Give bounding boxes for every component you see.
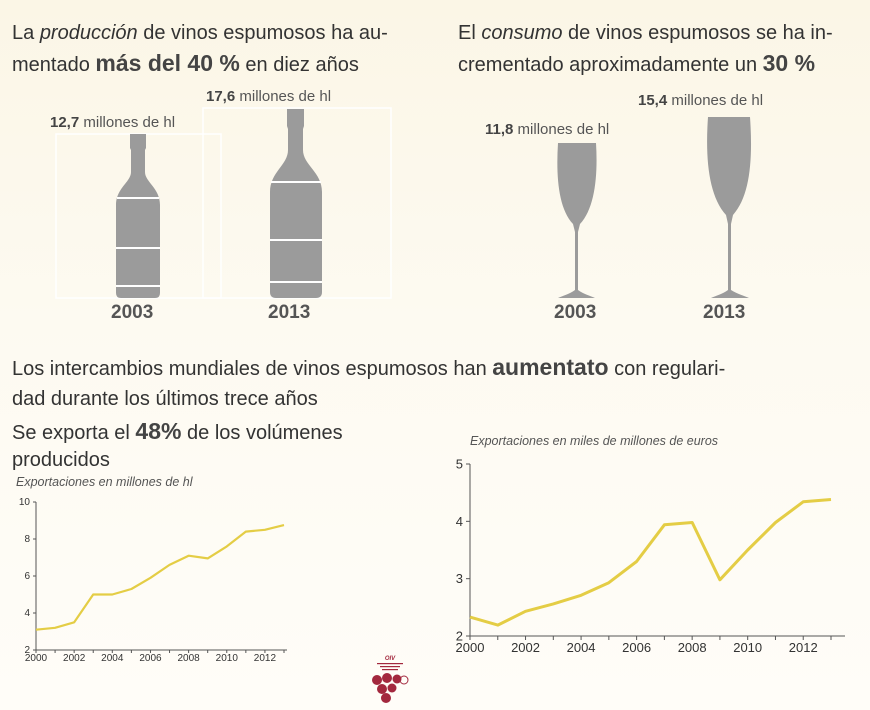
production-2003-volume-label: 12,7 millones de hl — [50, 114, 176, 131]
y-tick-label: 5 — [456, 457, 463, 472]
production-year-2003: 2003 — [111, 302, 154, 323]
y-tick-label: 6 — [24, 571, 30, 582]
chart-volume-title: Exportaciones en millones de hl — [16, 475, 193, 489]
production-2013-volume-label: 17,6 millones de hl — [206, 88, 332, 105]
y-tick-label: 8 — [24, 534, 30, 545]
export-value-series-line — [469, 498, 832, 627]
production-year-2013: 2013 — [268, 302, 311, 323]
consumption-year-2003: 2003 — [554, 302, 597, 323]
exchanges-highlight: aumentato — [492, 354, 609, 380]
oiv-logo: OIV — [372, 656, 409, 703]
x-tick-label: 2010 — [733, 640, 762, 655]
consumption-heading-line1: El consumo de vinos espumosos se ha in- — [458, 22, 833, 44]
bottle-2003-icon — [116, 134, 160, 298]
consumption-heading: El consumo de vinos espumosos se ha in- … — [458, 18, 868, 80]
x-tick-label: 2008 — [177, 653, 200, 664]
x-tick-label: 2002 — [511, 640, 540, 655]
x-tick-label: 2000 — [456, 640, 485, 655]
export-share-heading: Se exporta el 48% de los volúmenes produ… — [12, 418, 432, 474]
exchanges-heading-line1: Los intercambios mundiales de vinos espu… — [12, 354, 726, 380]
bottle-2013-icon — [270, 109, 322, 298]
x-tick-label: 2000 — [25, 653, 48, 664]
consumption-2013-volume-label: 15,4 millones de hl — [638, 92, 764, 109]
svg-text:OIV: OIV — [385, 656, 396, 662]
consumption-highlight: 30 % — [762, 50, 816, 76]
y-tick-label: 3 — [456, 571, 463, 586]
chart-value-title: Exportaciones en miles de millones de eu… — [470, 434, 719, 448]
export-volume-line-chart: 2 4 6 8 10 2000 2002 2004 2006 2008 2010 2012 — [19, 497, 287, 664]
x-tick-label: 2012 — [789, 640, 818, 655]
exchanges-heading: Los intercambios mundiales de vinos espu… — [12, 352, 862, 414]
x-tick-label: 2012 — [254, 653, 277, 664]
export-share-highlight: 48% — [135, 418, 182, 444]
glass-2003-icon — [557, 143, 597, 298]
x-tick-label: 2006 — [622, 640, 651, 655]
glass-2013-icon — [707, 117, 752, 298]
consumption-heading-line2: crementado aproximadamente un 30 % — [458, 50, 816, 76]
y-tick-label: 4 — [24, 608, 30, 619]
consumption-year-2013: 2013 — [703, 302, 746, 323]
production-heading-line1: La producción de vinos espumosos ha au- — [12, 22, 388, 44]
production-highlight: más del 40 % — [95, 50, 240, 76]
export-share-line1: Se exporta el 48% de los volúmenes — [12, 418, 343, 444]
y-tick-label: 10 — [19, 497, 31, 508]
production-heading-line2: mentado más del 40 % en diez años — [12, 50, 359, 76]
y-tick-label: 2 — [24, 645, 30, 656]
production-heading: La producción de vinos espumosos ha au- … — [12, 18, 442, 80]
export-share-line2: producidos — [12, 449, 110, 471]
x-tick-label: 2008 — [678, 640, 707, 655]
export-value-line-chart: 2 3 4 5 2000 2002 2004 2006 2008 2010 2012 — [456, 457, 845, 655]
y-tick-label: 2 — [456, 629, 463, 644]
x-tick-label: 2006 — [139, 653, 162, 664]
x-tick-label: 2002 — [63, 653, 86, 664]
consumption-glasses-graphic — [557, 117, 752, 298]
y-tick-label: 4 — [456, 514, 463, 529]
production-bottles-graphic — [55, 107, 392, 299]
consumption-2003-volume-label: 11,8 millones de hl — [485, 121, 610, 138]
export-volume-series-line — [35, 524, 285, 631]
exchanges-heading-line2: dad durante los últimos trece años — [12, 388, 318, 410]
x-tick-label: 2004 — [101, 653, 124, 664]
x-tick-label: 2004 — [567, 640, 596, 655]
x-tick-label: 2010 — [216, 653, 239, 664]
